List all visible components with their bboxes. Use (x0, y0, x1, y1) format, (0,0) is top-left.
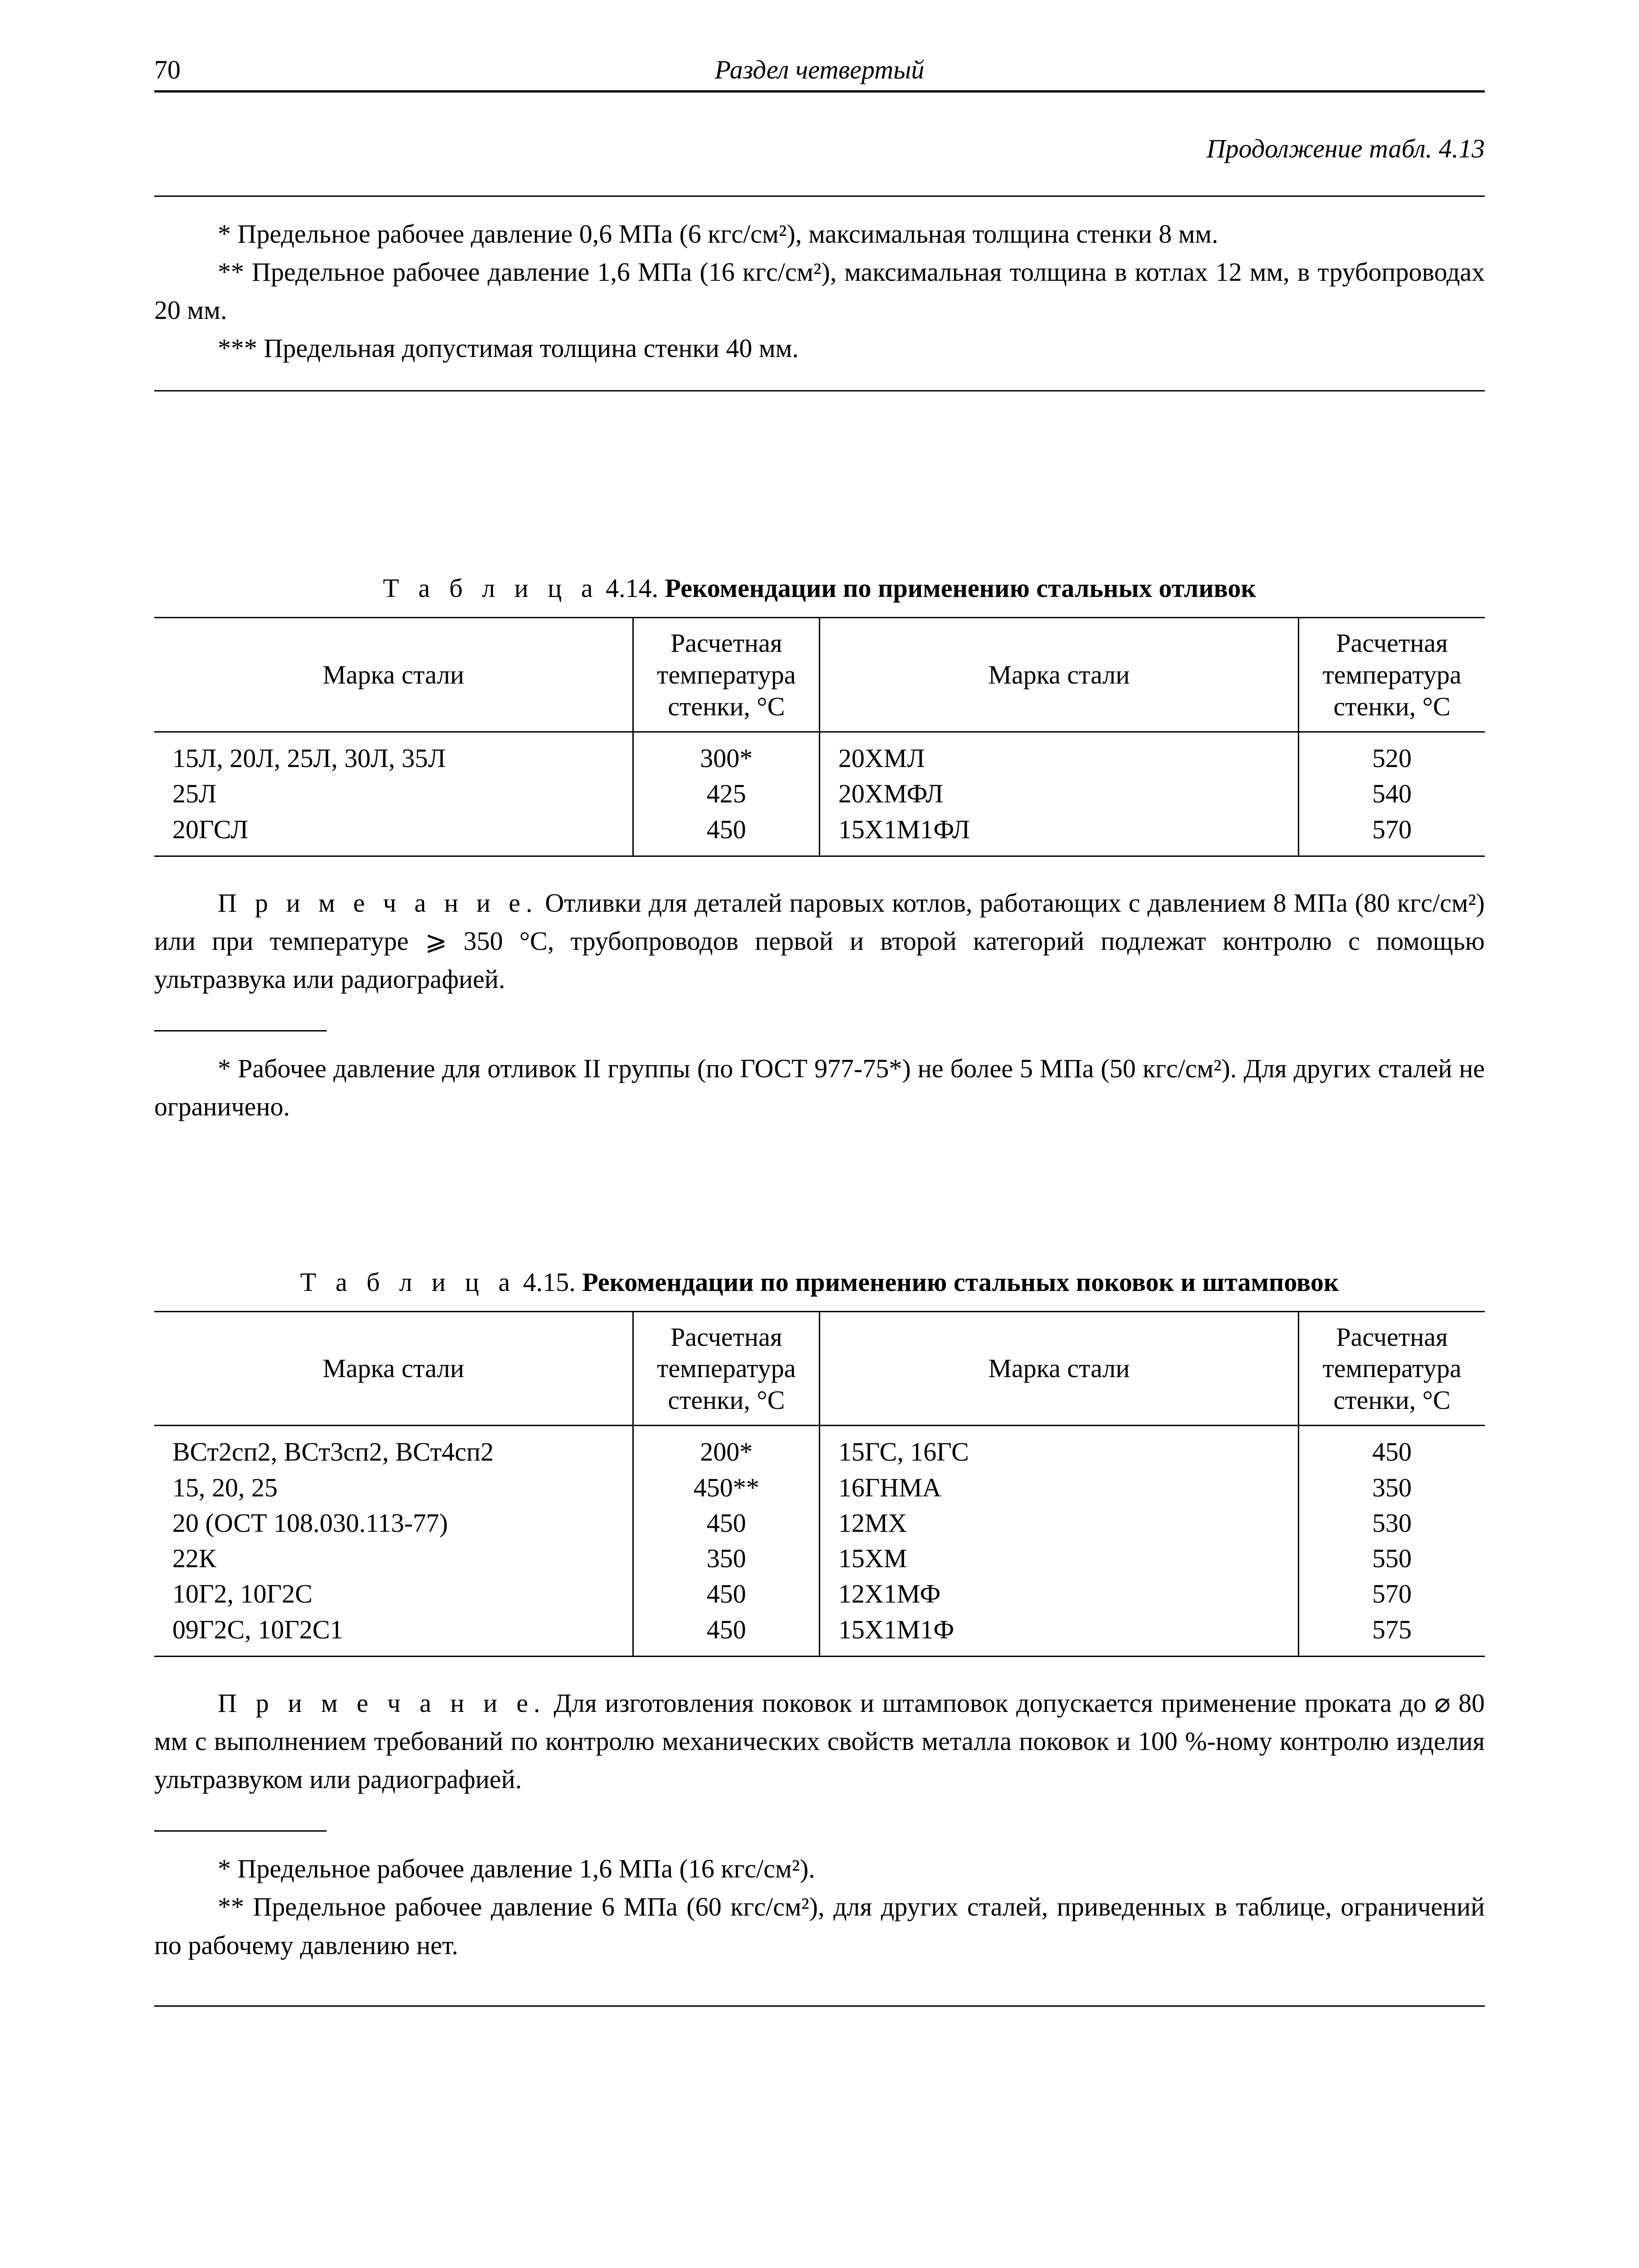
footnote-rule-414 (154, 1030, 327, 1031)
gap-2 (154, 1126, 1485, 1253)
table-415-note: П р и м е ч а н и е. Для изготовления по… (154, 1684, 1485, 1799)
rule-prefoot-413 (154, 196, 1485, 197)
th-steel-r: Марка стали (819, 618, 1298, 732)
caption-lead: Т а б л и ц а (300, 1267, 516, 1297)
footnotes-413: * Предельное рабочее давление 0,6 МПа (6… (154, 215, 1485, 367)
th-steel-l: Марка стали (154, 1311, 633, 1426)
table-414-note: П р и м е ч а н и е. Отливки для деталей… (154, 884, 1485, 998)
footnote-413-1: * Предельное рабочее давление 0,6 МПа (6… (154, 215, 1485, 253)
table-414: Марка стали Расчетная температура стенки… (154, 617, 1485, 857)
caption-lead: Т а б л и ц а (383, 573, 599, 603)
page: 70 Раздел четвертый Продолжение табл. 4.… (0, 0, 1639, 2268)
cell-temp-right: 450350530550570575 (1298, 1426, 1485, 1657)
caption-title: Рекомендации по применению стальных поко… (582, 1267, 1339, 1297)
table-415-footnote-1: * Предельное рабочее давление 1,6 МПа (1… (154, 1850, 1485, 1888)
note-lead: П р и м е ч а н и е. (218, 1688, 546, 1718)
table-414-header-row: Марка стали Расчетная температура стенки… (154, 618, 1485, 732)
gap-1 (154, 391, 1485, 559)
cell-steel-right: 20ХМЛ20ХМФЛ15Х1М1ФЛ (819, 732, 1298, 856)
footnote-413-2: ** Предельное рабочее давление 1,6 МПа (… (154, 253, 1485, 329)
th-temp-r: Расчетная температура стенки, °С (1298, 618, 1485, 732)
footnote-413-3: *** Предельная допустимая толщина стенки… (154, 329, 1485, 367)
page-number: 70 (154, 54, 236, 85)
th-temp-r: Расчетная температура стенки, °С (1298, 1311, 1485, 1426)
table-row: ВСт2сп2, ВСт3сп2, ВСт4сп215, 20, 2520 (О… (154, 1426, 1485, 1657)
th-steel-l: Марка стали (154, 618, 633, 732)
caption-num: 4.14. (599, 573, 665, 603)
running-title: Раздел четвертый (236, 54, 1403, 85)
cell-temp-left: 300*425450 (633, 732, 820, 856)
cell-temp-left: 200*450**450350450450 (633, 1426, 820, 1657)
table-414-caption: Т а б л и ц а 4.14. Рекомендации по прим… (154, 573, 1485, 603)
cell-steel-left: ВСт2сп2, ВСт3сп2, ВСт4сп215, 20, 2520 (О… (154, 1426, 633, 1657)
cell-temp-right: 520540570 (1298, 732, 1485, 856)
table-415-header-row: Марка стали Расчетная температура стенки… (154, 1311, 1485, 1426)
table-415-caption: Т а б л и ц а 4.15. Рекомендации по прим… (154, 1267, 1485, 1297)
caption-title: Рекомендации по применению стальных отли… (665, 573, 1256, 603)
th-temp-l: Расчетная температура стенки, °С (633, 1311, 820, 1426)
table-414-body: 15Л, 20Л, 25Л, 30Л, 35Л25Л20ГСЛ300*42545… (154, 732, 1485, 856)
cell-steel-right: 15ГС, 16ГС16ГНМА12МХ15ХМ12Х1МФ15Х1М1Ф (819, 1426, 1298, 1657)
table-row: 15Л, 20Л, 25Л, 30Л, 35Л25Л20ГСЛ300*42545… (154, 732, 1485, 856)
caption-num: 4.15. (516, 1267, 582, 1297)
note-lead: П р и м е ч а н и е. (218, 888, 538, 918)
table-415-body: ВСт2сп2, ВСт3сп2, ВСт4сп215, 20, 2520 (О… (154, 1426, 1485, 1657)
running-header: 70 Раздел четвертый (154, 54, 1485, 90)
table-415: Марка стали Расчетная температура стенки… (154, 1311, 1485, 1657)
continuation-label: Продолжение табл. 4.13 (154, 133, 1485, 164)
table-415-footnote-2: ** Предельное рабочее давление 6 МПа (60… (154, 1888, 1485, 1964)
header-rule (154, 90, 1485, 93)
table-414-footnote: * Рабочее давление для отливок II группы… (154, 1050, 1485, 1126)
footnote-rule-415 (154, 1830, 327, 1832)
th-temp-l: Расчетная температура стенки, °С (633, 618, 820, 732)
cell-steel-left: 15Л, 20Л, 25Л, 30Л, 35Л25Л20ГСЛ (154, 732, 633, 856)
th-steel-r: Марка стали (819, 1311, 1298, 1426)
rule-bottom (154, 2005, 1485, 2007)
